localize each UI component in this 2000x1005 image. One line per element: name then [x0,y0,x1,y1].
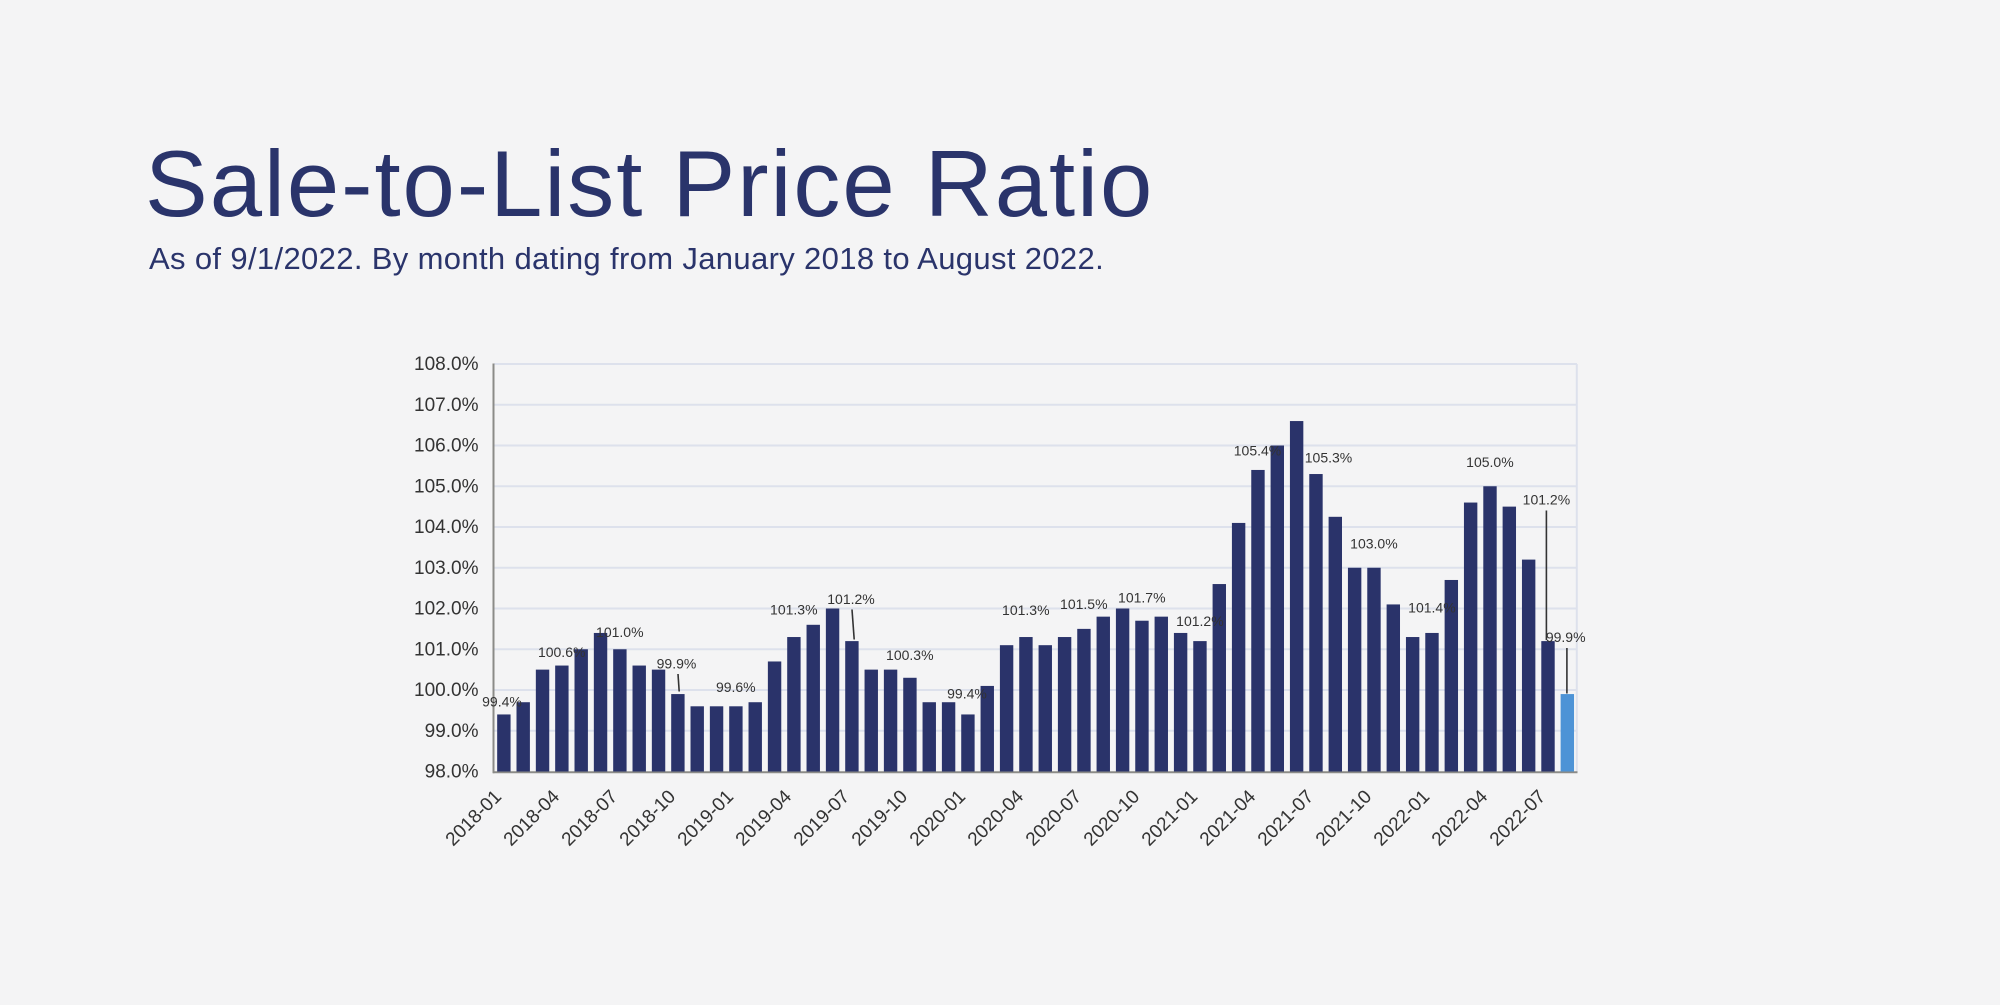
svg-text:100.0%: 100.0% [414,680,479,701]
svg-text:105.0%: 105.0% [414,476,479,497]
svg-text:101.3%: 101.3% [1002,602,1049,618]
svg-text:101.2%: 101.2% [827,591,874,607]
svg-text:2022-04: 2022-04 [1428,786,1492,850]
svg-text:2021-07: 2021-07 [1254,786,1318,850]
svg-text:101.0%: 101.0% [414,639,479,660]
svg-text:105.4%: 105.4% [1234,443,1281,459]
svg-text:106.0%: 106.0% [414,436,479,457]
svg-text:98.0%: 98.0% [425,762,479,783]
svg-text:2020-07: 2020-07 [1022,786,1086,850]
svg-text:99.0%: 99.0% [425,721,479,742]
svg-text:2019-01: 2019-01 [674,786,738,850]
svg-text:2020-01: 2020-01 [906,786,970,850]
svg-text:2020-10: 2020-10 [1080,786,1144,850]
svg-text:2018-04: 2018-04 [500,786,564,850]
svg-text:99.6%: 99.6% [716,679,756,695]
svg-text:102.0%: 102.0% [414,599,479,620]
svg-text:107.0%: 107.0% [414,395,479,416]
svg-text:103.0%: 103.0% [1350,535,1397,551]
svg-text:101.3%: 101.3% [770,602,817,618]
svg-text:101.4%: 101.4% [1408,599,1455,615]
svg-text:104.0%: 104.0% [414,517,479,538]
svg-text:2022-07: 2022-07 [1486,786,1550,850]
svg-text:100.3%: 100.3% [886,647,933,663]
svg-text:2022-01: 2022-01 [1370,786,1434,850]
svg-text:2021-01: 2021-01 [1138,786,1202,850]
svg-text:2018-10: 2018-10 [616,786,680,850]
svg-text:108.0%: 108.0% [414,354,479,375]
svg-text:2018-07: 2018-07 [558,786,622,850]
svg-text:2019-04: 2019-04 [732,786,796,850]
svg-text:101.2%: 101.2% [1176,613,1223,629]
svg-text:101.5%: 101.5% [1060,596,1107,612]
svg-text:99.4%: 99.4% [947,686,987,702]
svg-text:2019-10: 2019-10 [848,786,912,850]
svg-text:100.6%: 100.6% [538,644,585,660]
svg-text:105.0%: 105.0% [1466,454,1513,470]
svg-text:2018-01: 2018-01 [442,786,506,850]
svg-text:2021-10: 2021-10 [1312,786,1376,850]
svg-text:105.3%: 105.3% [1305,449,1352,465]
svg-text:2020-04: 2020-04 [964,786,1028,850]
svg-text:2021-04: 2021-04 [1196,786,1260,850]
svg-text:99.4%: 99.4% [482,694,522,710]
svg-text:101.7%: 101.7% [1118,590,1165,606]
svg-text:101.0%: 101.0% [596,624,643,640]
svg-text:101.2%: 101.2% [1523,492,1570,508]
svg-text:103.0%: 103.0% [414,558,479,579]
svg-text:99.9%: 99.9% [657,656,697,672]
svg-text:99.9%: 99.9% [1546,629,1586,645]
svg-text:2019-07: 2019-07 [790,786,854,850]
